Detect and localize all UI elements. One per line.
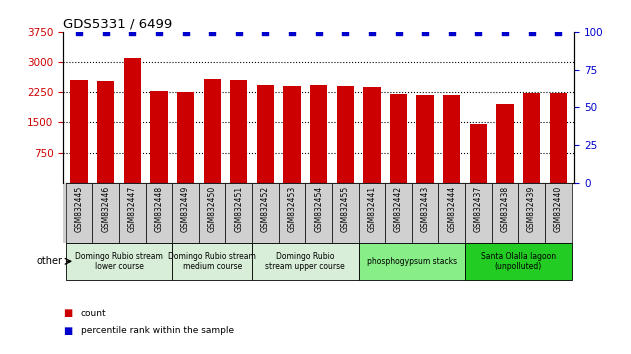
Bar xyxy=(523,93,540,183)
Point xyxy=(340,29,350,35)
Bar xyxy=(257,85,274,183)
Point xyxy=(447,29,457,35)
Text: GSM832444: GSM832444 xyxy=(447,186,456,232)
Text: GSM832443: GSM832443 xyxy=(421,186,430,232)
Text: GSM832441: GSM832441 xyxy=(367,186,377,232)
Bar xyxy=(310,85,327,183)
Bar xyxy=(465,243,572,280)
Bar xyxy=(416,95,433,183)
Bar xyxy=(66,183,92,243)
Text: ■: ■ xyxy=(63,308,73,318)
Text: Santa Olalla lagoon
(unpolluted): Santa Olalla lagoon (unpolluted) xyxy=(481,252,556,271)
Point xyxy=(526,29,536,35)
Text: GSM832447: GSM832447 xyxy=(128,186,137,232)
Bar xyxy=(358,183,385,243)
Text: GSM832453: GSM832453 xyxy=(288,186,297,232)
Text: GSM832437: GSM832437 xyxy=(474,186,483,232)
Text: percentile rank within the sample: percentile rank within the sample xyxy=(81,326,234,336)
Bar xyxy=(283,86,301,183)
Bar xyxy=(465,183,492,243)
Bar xyxy=(336,86,354,183)
Text: GSM832451: GSM832451 xyxy=(234,186,244,232)
Text: Domingo Rubio
stream upper course: Domingo Rubio stream upper course xyxy=(266,252,345,271)
Text: GDS5331 / 6499: GDS5331 / 6499 xyxy=(63,18,172,31)
Bar xyxy=(225,183,252,243)
Bar xyxy=(518,183,545,243)
Bar xyxy=(146,183,172,243)
Bar xyxy=(363,87,380,183)
Point xyxy=(180,29,191,35)
Text: GSM832452: GSM832452 xyxy=(261,186,270,232)
Text: GSM832450: GSM832450 xyxy=(208,186,216,232)
Text: GSM832455: GSM832455 xyxy=(341,186,350,232)
Bar xyxy=(119,183,146,243)
Bar xyxy=(469,124,487,183)
Point xyxy=(500,29,510,35)
Text: GSM832445: GSM832445 xyxy=(74,186,83,232)
Point xyxy=(473,29,483,35)
Point xyxy=(553,29,563,35)
Point xyxy=(287,29,297,35)
Bar xyxy=(385,183,412,243)
Bar xyxy=(305,183,332,243)
Point xyxy=(420,29,430,35)
Text: GSM832439: GSM832439 xyxy=(527,186,536,232)
Bar xyxy=(439,183,465,243)
Bar xyxy=(358,243,465,280)
Bar xyxy=(204,79,221,183)
Bar xyxy=(172,243,252,280)
Bar xyxy=(172,183,199,243)
Bar xyxy=(332,183,358,243)
Bar xyxy=(92,183,119,243)
Point xyxy=(207,29,217,35)
Bar xyxy=(230,80,247,183)
Bar xyxy=(177,92,194,183)
Bar xyxy=(71,80,88,183)
Bar xyxy=(97,81,114,183)
Bar xyxy=(545,183,572,243)
Bar xyxy=(150,91,168,183)
Point xyxy=(74,29,84,35)
Bar xyxy=(252,183,279,243)
Text: phosphogypsum stacks: phosphogypsum stacks xyxy=(367,257,457,266)
Text: GSM832442: GSM832442 xyxy=(394,186,403,232)
Bar xyxy=(550,93,567,183)
Text: Domingo Rubio stream
medium course: Domingo Rubio stream medium course xyxy=(168,252,256,271)
Text: GSM832448: GSM832448 xyxy=(155,186,163,232)
Text: GSM832438: GSM832438 xyxy=(500,186,509,232)
Bar xyxy=(199,183,225,243)
Bar xyxy=(279,183,305,243)
Bar xyxy=(443,95,461,183)
Point xyxy=(101,29,111,35)
Text: GSM832440: GSM832440 xyxy=(554,186,563,232)
Text: GSM832449: GSM832449 xyxy=(181,186,190,232)
Text: count: count xyxy=(81,309,107,318)
Bar xyxy=(252,243,358,280)
Point xyxy=(154,29,164,35)
Bar xyxy=(492,183,518,243)
Text: other: other xyxy=(37,256,62,266)
Text: GSM832454: GSM832454 xyxy=(314,186,323,232)
Bar xyxy=(390,94,407,183)
Point xyxy=(314,29,324,35)
Point xyxy=(367,29,377,35)
Point xyxy=(127,29,138,35)
Text: ■: ■ xyxy=(63,326,73,336)
Point xyxy=(233,29,244,35)
Text: Domingo Rubio stream
lower course: Domingo Rubio stream lower course xyxy=(75,252,163,271)
Bar xyxy=(124,58,141,183)
Bar xyxy=(412,183,439,243)
Bar xyxy=(63,183,66,243)
Point xyxy=(394,29,404,35)
Point xyxy=(261,29,271,35)
Bar xyxy=(66,243,172,280)
Text: GSM832446: GSM832446 xyxy=(101,186,110,232)
Bar xyxy=(497,104,514,183)
